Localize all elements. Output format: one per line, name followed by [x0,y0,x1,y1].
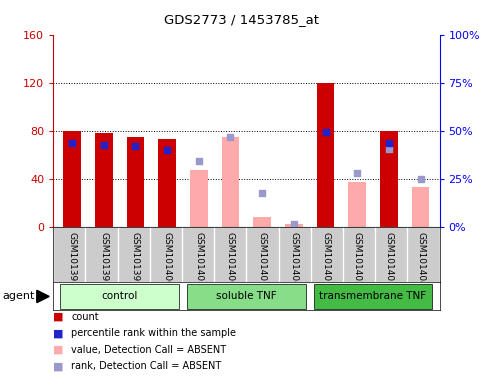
Bar [158,139,176,227]
Bar [348,182,366,227]
Text: GSM101408: GSM101408 [289,232,298,287]
Point [227,134,234,140]
Polygon shape [37,290,49,303]
Bar [254,217,271,227]
Text: soluble TNF: soluble TNF [216,291,277,301]
Text: GSM101401: GSM101401 [321,232,330,287]
Bar [380,131,398,227]
Bar [222,137,239,227]
Text: agent: agent [2,291,35,301]
Text: GSM101404: GSM101404 [416,232,425,287]
Point [68,139,76,146]
Bar [95,133,113,227]
Bar [60,284,179,309]
Text: GSM101405: GSM101405 [194,232,203,287]
Text: transmembrane TNF: transmembrane TNF [319,291,426,301]
Text: ■: ■ [53,328,64,338]
Point [258,190,266,196]
Text: GSM101402: GSM101402 [353,232,362,287]
Point [385,146,393,152]
Text: count: count [71,312,99,322]
Bar [285,224,302,227]
Bar [412,187,429,227]
Point [322,129,329,135]
Text: control: control [101,291,138,301]
Text: ■: ■ [53,345,64,355]
Text: GSM101400: GSM101400 [163,232,171,287]
Point [354,169,361,175]
Text: GSM101407: GSM101407 [257,232,267,287]
Bar [313,284,432,309]
Text: value, Detection Call = ABSENT: value, Detection Call = ABSENT [71,345,227,355]
Text: GSM101397: GSM101397 [68,232,77,287]
Text: rank, Detection Call = ABSENT: rank, Detection Call = ABSENT [71,361,222,371]
Bar [317,83,334,227]
Bar [187,284,306,309]
Text: ■: ■ [53,361,64,371]
Text: GSM101399: GSM101399 [131,232,140,287]
Point [290,221,298,227]
Bar [190,170,208,227]
Text: GSM101406: GSM101406 [226,232,235,287]
Bar [380,131,398,227]
Point [417,175,425,182]
Point [385,139,393,146]
Point [100,142,108,148]
Text: GSM101403: GSM101403 [384,232,393,287]
Text: percentile rank within the sample: percentile rank within the sample [71,328,237,338]
Text: GDS2773 / 1453785_at: GDS2773 / 1453785_at [164,13,319,26]
Point [195,157,203,164]
Bar [127,137,144,227]
Text: ■: ■ [53,312,64,322]
Point [131,143,139,149]
Bar [63,131,81,227]
Point [163,147,171,153]
Text: GSM101398: GSM101398 [99,232,108,287]
